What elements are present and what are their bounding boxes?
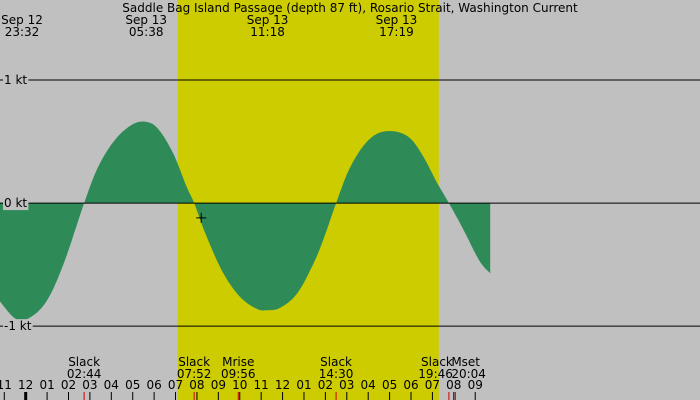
event-name-label: Mset	[451, 355, 480, 369]
x-tick-label: 04	[104, 378, 119, 392]
chart-title: Saddle Bag Island Passage (depth 87 ft),…	[122, 1, 578, 15]
event-time-label: 09:56	[221, 367, 256, 381]
event-name-label: Slack	[320, 355, 352, 369]
x-tick-label: 05	[125, 378, 140, 392]
top-date-label: Sep 13	[376, 13, 418, 27]
x-tick-label: 12	[18, 378, 33, 392]
y-tick-label-bg	[3, 196, 29, 211]
event-labels: Slack02:44Slack07:52Mrise09:56Slack14:30…	[67, 355, 486, 400]
event-name-label: Slack	[68, 355, 100, 369]
y-tick-label-bg	[3, 319, 33, 334]
top-date-label: Sep 13	[247, 13, 289, 27]
top-time-label: 17:19	[379, 25, 414, 39]
event-name-label: Slack	[421, 355, 453, 369]
top-time-label: 23:32	[5, 25, 40, 39]
event-name-label: Mrise	[222, 355, 254, 369]
x-tick-label: 03	[82, 378, 97, 392]
x-tick-label: 04	[361, 378, 376, 392]
x-tick-label: 12	[275, 378, 290, 392]
event-time-label: 14:30	[319, 367, 354, 381]
x-tick-label: 05	[382, 378, 397, 392]
x-tick-label: 08	[189, 378, 204, 392]
event-name-label: Slack	[178, 355, 210, 369]
x-tick-label: 06	[146, 378, 161, 392]
y-tick-label: 1 kt	[4, 73, 27, 87]
x-tick-label: 10	[232, 378, 247, 392]
x-tick-label: 03	[339, 378, 354, 392]
top-time-label: 11:18	[250, 25, 285, 39]
x-tick-label: 06	[403, 378, 418, 392]
y-gridlines: 1 kt 0 kt -1 kt	[0, 73, 700, 334]
x-axis-hour-ticks: 11 12 01 02 03 04 05 06 07 08 09 10 11 12 01 02 03 04 05 06…	[0, 378, 483, 400]
current-areas	[0, 121, 491, 321]
crosshair-cursor	[196, 212, 207, 223]
event-time-label: 07:52	[177, 367, 212, 381]
x-tick-label: 02	[318, 378, 333, 392]
x-tick-label: 02	[61, 378, 76, 392]
x-tick-label: 07	[425, 378, 440, 392]
x-tick-label: 11	[254, 378, 269, 392]
y-tick-label: 0 kt	[4, 196, 27, 210]
x-tick-label: 09	[211, 378, 226, 392]
event-time-label: 20:04	[451, 367, 486, 381]
y-tick-label-bg	[3, 73, 29, 87]
x-tick-label: 01	[39, 378, 54, 392]
x-tick-label: 11	[0, 378, 12, 392]
top-time-label: 05:38	[129, 25, 164, 39]
x-tick-label: 01	[296, 378, 311, 392]
y-tick-label: -1 kt	[4, 319, 32, 333]
top-date-label: Sep 12	[1, 13, 43, 27]
event-time-label: 19:46	[418, 367, 453, 381]
ebb-area	[0, 121, 491, 321]
x-tick-label: 09	[468, 378, 483, 392]
event-time-label: 02:44	[67, 367, 102, 381]
top-date-label: Sep 13	[125, 13, 167, 27]
x-tick-label: 08	[446, 378, 461, 392]
x-tick-label: 07	[168, 378, 183, 392]
